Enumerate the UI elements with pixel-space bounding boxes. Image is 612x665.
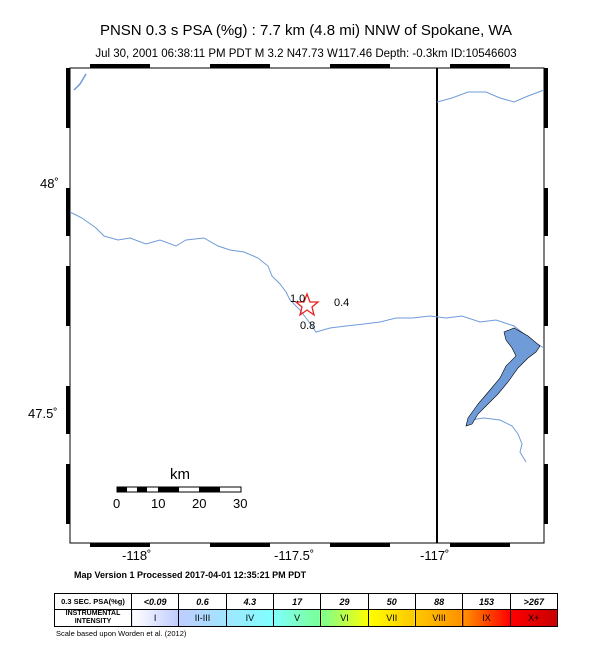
contour-label: 1.0 [290,293,306,305]
lat-label-47.5: 47.5˚ [28,406,58,421]
scale-bar-tick: 20 [192,496,207,511]
scale-footnote: Scale based upon Worden et al. (2012) [56,629,187,638]
legend-intensity-row: INSTRUMENTAL INTENSITY I II-III IV V VI … [54,609,559,627]
lon-label-117.5: -117.5˚ [274,548,315,563]
scale-bar-tick: 30 [233,496,248,511]
legend-intensity: VII [367,609,416,627]
map-border-ticks [66,64,548,547]
epicenter-star [294,292,320,317]
legend-row-header: 0.3 SEC. PSA(%g) [54,593,132,610]
event-info: Jul 30, 2001 06:38:11 PM PDT M 3.2 N47.7… [95,48,517,60]
map-frame [69,67,545,544]
processed-line: Map Version 1 Processed 2017-04-01 12:35… [74,570,307,580]
legend-value: 4.3 [225,593,274,610]
lake [465,327,541,427]
legend-intensity: I [130,609,180,627]
legend-intensity: VIII [414,609,464,627]
scale-bar-tick: 0 [113,496,121,511]
river-northwest [73,73,87,91]
river-south [469,417,527,463]
lon-label-118: -118˚ [122,548,152,563]
legend-value: 88 [414,593,464,610]
legend-psa-row: 0.3 SEC. PSA(%g) <0.09 0.6 4.3 17 29 50 … [54,593,559,610]
river-spokane [69,211,545,349]
legend-intensity: VI [320,609,369,627]
river-north [436,89,545,103]
legend-value: <0.09 [130,593,180,610]
legend-value: 0.6 [178,593,227,610]
contour-label: 0.8 [300,320,316,332]
contour-label: 0.4 [334,297,350,309]
legend-value: 17 [272,593,322,610]
legend-intensity: IV [225,609,274,627]
legend-value: >267 [509,593,559,610]
legend-row-header: INSTRUMENTAL INTENSITY [54,609,132,627]
intensity-legend: 0.3 SEC. PSA(%g) <0.09 0.6 4.3 17 29 50 … [54,593,559,627]
scale-bar-tick: 10 [151,496,166,511]
legend-intensity: IX [462,609,511,627]
legend-value: 153 [462,593,511,610]
legend-intensity: II-III [178,609,227,627]
legend-intensity: X+ [509,609,559,627]
scale-bar [116,486,242,493]
scale-bar-unit: km [170,466,190,483]
legend-value: 50 [367,593,416,610]
lat-label-48: 48˚ [40,176,59,191]
lon-label-117: -117˚ [420,548,450,563]
map-title: PNSN 0.3 s PSA (%g) : 7.7 km (4.8 mi) NN… [99,22,513,39]
legend-intensity: V [272,609,322,627]
legend-value: 29 [320,593,369,610]
